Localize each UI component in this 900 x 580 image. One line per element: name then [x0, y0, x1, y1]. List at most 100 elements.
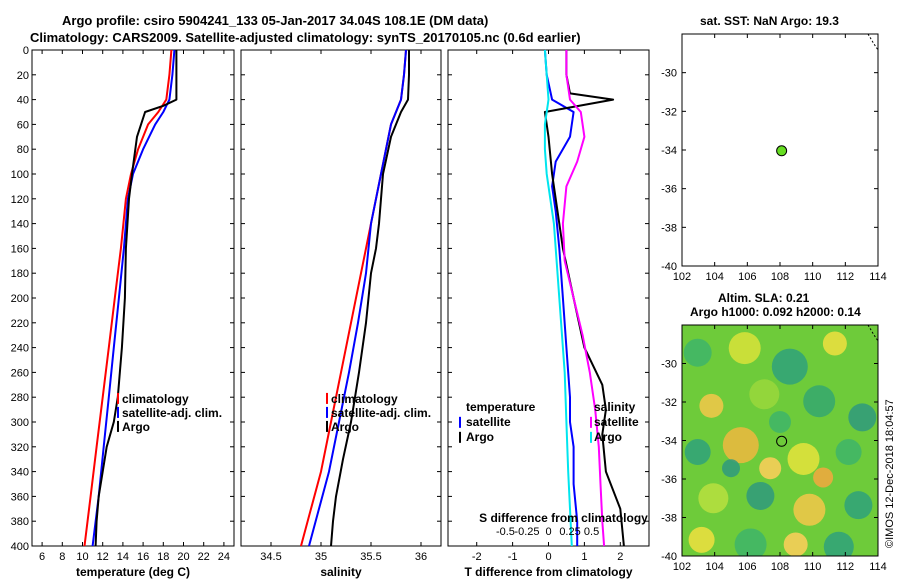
legend-label: Argo — [466, 430, 494, 444]
x-tick-label: 114 — [869, 271, 887, 283]
s-tick-label: -0.25 — [514, 526, 539, 538]
y-tick-label: -36 — [661, 474, 677, 486]
x-tick-label: 10 — [76, 551, 88, 563]
x-tick-label: 20 — [177, 551, 189, 563]
legend-label: Argo — [331, 420, 359, 434]
panel-temperature: 0 20 40 60 80 100 120 140 160 180 200 220 240 260 280 3… — [11, 45, 235, 579]
x-tick-label: 24 — [218, 551, 230, 563]
panel-salinity: 34.5 35 35.5 36 salinity climatologysatellite… — [240, 49, 442, 579]
x-tick-label: 8 — [59, 551, 65, 563]
y-tick-label: 320 — [11, 442, 29, 454]
series-line-argo — [330, 50, 410, 547]
s-tick-label: 0.25 — [559, 526, 580, 538]
series-line-t-satellite — [543, 49, 579, 546]
y-tick-label: -30 — [661, 359, 677, 371]
y-tick-label: -32 — [661, 397, 677, 409]
sla-blob — [769, 411, 791, 434]
y-tick-label: 400 — [11, 541, 29, 553]
sla-blob — [803, 385, 836, 418]
sla-blob — [823, 531, 854, 556]
coastline-hint — [867, 33, 879, 51]
x-tick-label: 104 — [705, 561, 723, 573]
legend-label: Argo — [122, 420, 150, 434]
y-tick-label: -34 — [661, 145, 677, 157]
sla-blob — [835, 439, 862, 466]
x-axis-label: salinity — [320, 565, 362, 579]
sla-blob — [698, 483, 729, 514]
y-tick-label: -38 — [661, 222, 677, 234]
x-tick-label: 102 — [673, 271, 691, 283]
series-line-argo — [94, 50, 178, 547]
x-tick-label: 106 — [738, 271, 756, 283]
y-tick-label: -36 — [661, 184, 677, 196]
x-tick-label: 102 — [673, 561, 691, 573]
series-line-climatology — [83, 49, 173, 547]
watermark: ©IMOS 12-Dec-2018 18:04:57 — [884, 399, 896, 548]
y-tick-label: 160 — [11, 243, 29, 255]
x-tick-label: 18 — [157, 551, 169, 563]
s-tick-label: 0.5 — [584, 526, 599, 538]
map-sla-title-2: Argo h1000: 0.092 h2000: 0.14 — [690, 305, 861, 319]
sla-blob — [746, 481, 775, 510]
y-tick-label: 180 — [11, 268, 29, 280]
y-tick-label: -30 — [661, 68, 677, 80]
legend-label: climatology — [331, 392, 398, 406]
y-tick-label: -40 — [661, 551, 677, 563]
x-tick-label: 34.5 — [260, 551, 281, 563]
s-axis-label: S difference from climatology — [479, 511, 648, 525]
legend-label: satellite — [466, 415, 511, 429]
s-tick-label: 0 — [545, 526, 551, 538]
x-tick-label: 106 — [738, 561, 756, 573]
y-tick-label: 20 — [17, 70, 29, 82]
sla-field — [683, 331, 877, 556]
y-tick-label: -40 — [661, 261, 677, 273]
sla-blob — [848, 403, 877, 432]
x-tick-label: 112 — [837, 271, 855, 283]
y-tick-label: 80 — [17, 144, 29, 156]
header-title-line1: Argo profile: csiro 5904241_133 05-Jan-2… — [62, 13, 488, 28]
s-tick-label: -0.5 — [496, 526, 515, 538]
sla-blob — [749, 379, 780, 410]
x-tick-label: 6 — [39, 551, 45, 563]
x-tick-label: 35.5 — [360, 551, 381, 563]
sla-blob — [771, 348, 808, 385]
x-tick-label: 108 — [771, 561, 789, 573]
y-tick-label: 140 — [11, 219, 29, 231]
x-tick-label: 112 — [837, 561, 855, 573]
header-title-line2: Climatology: CARS2009. Satellite-adjuste… — [30, 30, 581, 45]
map-sst-title: sat. SST: NaN Argo: 19.3 — [700, 14, 839, 28]
x-tick-label: 110 — [804, 561, 822, 573]
y-tick-label: -32 — [661, 106, 677, 118]
sla-blob — [759, 457, 782, 480]
x-tick-label: 16 — [137, 551, 149, 563]
x-tick-label: 35 — [315, 551, 327, 563]
x-tick-label: -2 — [472, 551, 482, 563]
sla-blob — [728, 332, 761, 365]
y-tick-label: 100 — [11, 169, 29, 181]
legend-label: satellite-adj. clim. — [122, 406, 222, 420]
sla-blob — [683, 338, 712, 367]
x-tick-label: 22 — [198, 551, 210, 563]
x-tick-label: 1 — [581, 551, 587, 563]
sla-blob — [688, 526, 715, 553]
panel-difference: -2 -1 0 1 2 T difference from climatology -0.5… — [447, 49, 650, 579]
y-tick-label: 220 — [11, 318, 29, 330]
sla-blob — [684, 439, 711, 466]
sla-blob — [787, 442, 820, 475]
y-tick-label: 40 — [17, 95, 29, 107]
y-tick-label: 280 — [11, 392, 29, 404]
y-tick-label: -38 — [661, 513, 677, 525]
y-tick-label: -34 — [661, 436, 677, 448]
plot-frame — [447, 49, 650, 547]
plot-frame — [31, 49, 235, 547]
x-tick-label: 110 — [804, 271, 822, 283]
argo-position-marker — [776, 435, 788, 447]
series-line-satellite-adj-clim- — [308, 49, 407, 547]
series-line-satellite-adj-clim- — [91, 49, 176, 547]
y-tick-label: 260 — [11, 367, 29, 379]
y-tick-label: 120 — [11, 194, 29, 206]
y-tick-label: 300 — [11, 417, 29, 429]
series-line-s-satellite — [543, 49, 573, 547]
sla-blob — [822, 331, 847, 356]
